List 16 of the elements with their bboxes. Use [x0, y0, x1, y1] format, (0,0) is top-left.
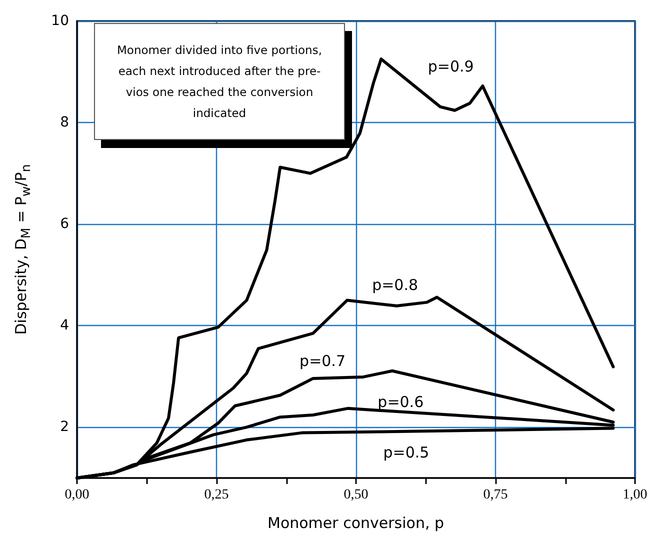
x-axis-title: Monomer conversion, p: [268, 514, 444, 532]
y-tick-label: 10: [51, 13, 69, 29]
series-label: p=0.7: [300, 352, 346, 370]
x-tick-label: 0,50: [344, 488, 368, 502]
x-tick-label: 0,25: [204, 488, 229, 502]
series-label: p=0.6: [378, 392, 424, 411]
y-tick-label: 2: [60, 419, 69, 436]
y-tick-label: 4: [60, 318, 70, 334]
series-label: p=0.8: [372, 276, 418, 294]
series-label: p=0.5: [383, 444, 430, 462]
x-tick-label: 1,00: [622, 488, 648, 502]
series-label: p=0.9: [428, 58, 474, 76]
y-tick-label: 8: [60, 114, 69, 131]
x-tick-label: 0,00: [64, 488, 90, 502]
x-tick-label: 0,75: [483, 488, 508, 502]
y-tick-label: 6: [60, 216, 70, 232]
